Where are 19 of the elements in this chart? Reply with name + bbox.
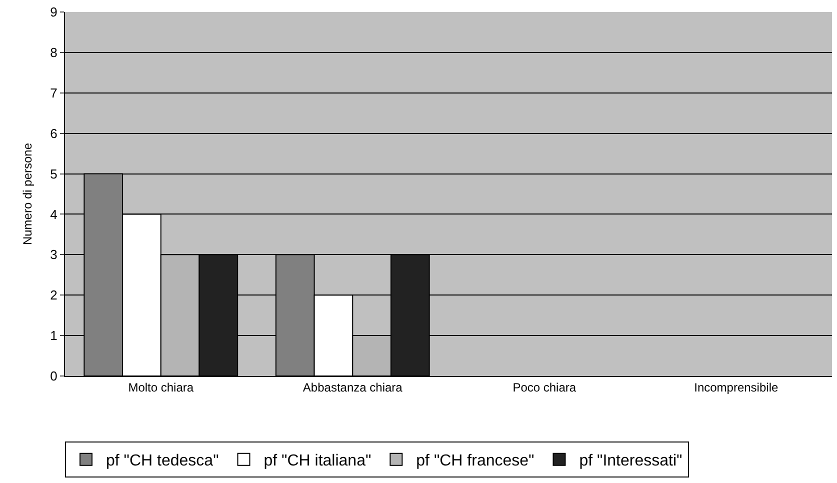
y-tick-label: 7 bbox=[50, 85, 58, 100]
legend-label: pf "Interessati" bbox=[579, 452, 682, 470]
y-tick-label: 9 bbox=[50, 4, 58, 20]
x-tick-label: Molto chiara bbox=[128, 380, 194, 394]
y-tick-label: 2 bbox=[50, 288, 58, 303]
y-tick-label: 6 bbox=[50, 126, 58, 141]
y-tick-label: 0 bbox=[50, 368, 58, 384]
y-axis-title: Numero di persone bbox=[20, 142, 34, 246]
x-tick-label: Poco chiara bbox=[512, 380, 576, 394]
legend-label: pf "CH tedesca" bbox=[106, 452, 219, 470]
y-tick-label: 1 bbox=[50, 328, 58, 344]
y-tick-label: 4 bbox=[50, 206, 58, 222]
legend-label: pf "CH italiana" bbox=[264, 452, 372, 470]
y-tick-label: 3 bbox=[50, 247, 58, 262]
y-tick-label: 8 bbox=[50, 44, 58, 60]
legend-label: pf "CH francese" bbox=[416, 452, 534, 470]
x-tick-label: Incomprensibile bbox=[694, 380, 778, 394]
y-tick-label: 5 bbox=[50, 166, 58, 182]
x-tick-label: Abbastanza chiara bbox=[302, 380, 403, 394]
